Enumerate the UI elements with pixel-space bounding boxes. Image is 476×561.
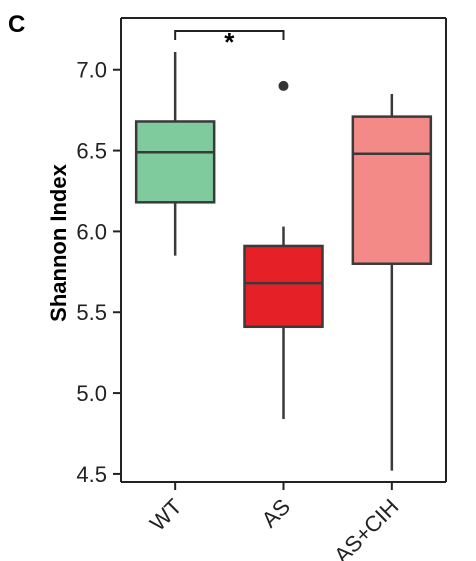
significance-bracket <box>174 30 285 40</box>
y-tick-label: 7.0 <box>76 58 107 83</box>
y-tick-label: 4.5 <box>76 462 107 487</box>
outlier-point <box>278 80 289 91</box>
panel-label: C <box>8 11 25 38</box>
plot-area: 4.5 5.0 5.5 6.0 6.5 7.0 WT AS AS+CIH * <box>76 27 433 561</box>
y-tick-label: 6.0 <box>76 219 107 244</box>
box-as-cih <box>351 115 433 265</box>
y-axis-label: Shannon Index <box>46 163 71 321</box>
significance-marker: * <box>224 27 235 57</box>
box-as <box>243 244 324 329</box>
x-tick-label: WT <box>145 494 187 536</box>
y-tick-label: 6.5 <box>76 139 107 164</box>
y-tick-label: 5.5 <box>76 300 107 325</box>
y-tick-label: 5.0 <box>76 381 107 406</box>
x-tick-label: AS <box>257 494 295 532</box>
box-wt <box>134 120 216 204</box>
x-tick-label: AS+CIH <box>329 494 403 561</box>
